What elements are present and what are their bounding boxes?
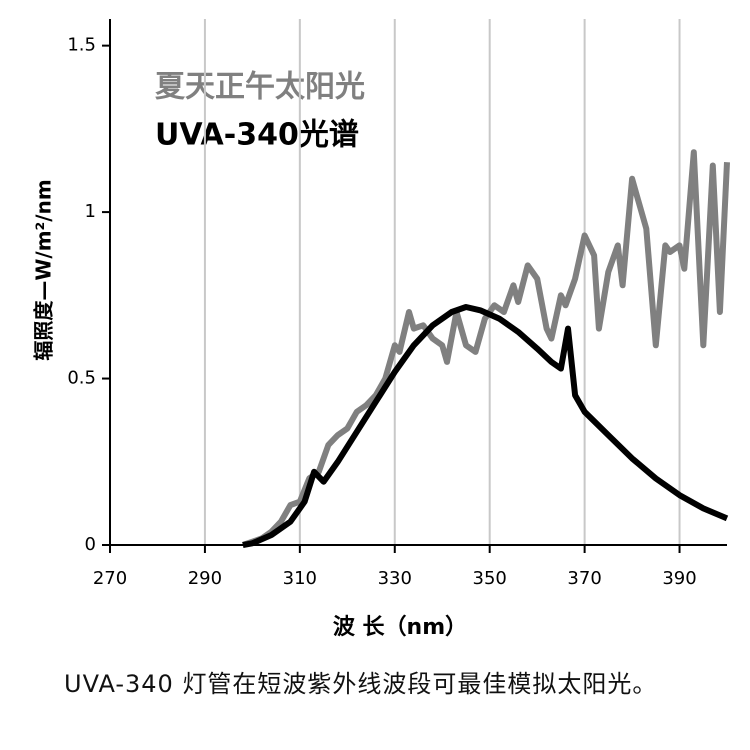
x-axis-label: 波 长（nm） xyxy=(333,615,467,640)
y-tick-label: 1 xyxy=(85,201,96,222)
legend-label: 夏天正午太阳光 xyxy=(155,70,365,105)
y-axis-label: 辐照度—W/m²/nm xyxy=(32,179,56,360)
x-tick-label: 290 xyxy=(188,568,222,589)
y-tick-label: 1.5 xyxy=(67,35,96,56)
series-line xyxy=(242,304,729,548)
x-tick-label: 350 xyxy=(473,568,507,589)
chart: 辐照度—W/m²/nm 波 长（nm） 夏天正午太阳光 UVA-340光谱 27… xyxy=(32,19,730,640)
caption: UVA-340 灯管在短波紫外线波段可最佳模拟太阳光。 xyxy=(64,670,658,698)
x-tick-label: 310 xyxy=(283,568,317,589)
x-tick-label: 370 xyxy=(567,568,601,589)
y-tick-label: 0.5 xyxy=(67,368,96,389)
x-tick-label: 390 xyxy=(662,568,696,589)
x-tick-label: 270 xyxy=(93,568,127,589)
x-tick-label: 330 xyxy=(378,568,412,589)
series-line xyxy=(241,149,730,548)
legend-label: UVA-340光谱 xyxy=(155,118,359,153)
y-tick-label: 0 xyxy=(85,534,96,555)
